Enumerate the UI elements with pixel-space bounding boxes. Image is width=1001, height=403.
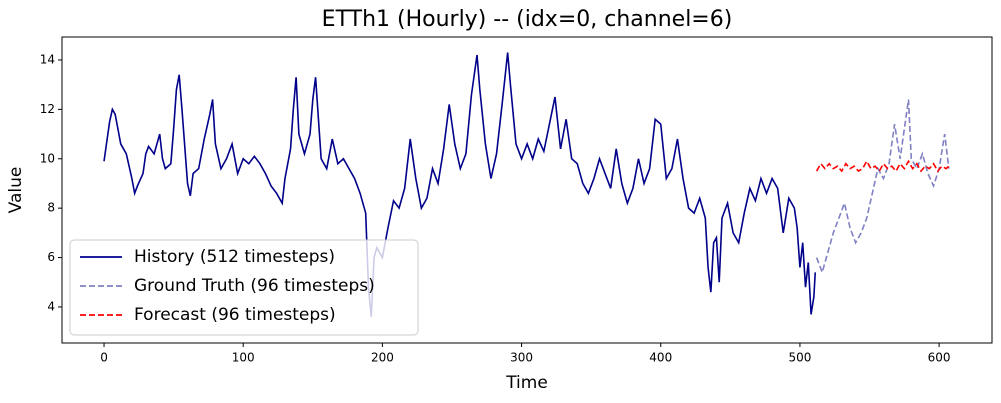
legend-label: Forecast (96 timesteps) xyxy=(134,305,336,325)
y-tick-label: 4 xyxy=(47,299,55,313)
legend-label: History (512 timesteps) xyxy=(134,247,335,267)
y-tick-label: 12 xyxy=(40,102,55,116)
x-tick-label: 0 xyxy=(100,351,108,365)
legend-label: Ground Truth (96 timesteps) xyxy=(134,276,375,296)
y-tick-label: 10 xyxy=(40,151,55,165)
plot-frame xyxy=(61,36,993,344)
chart-title: ETTh1 (Hourly) -- (idx=0, channel=6) xyxy=(322,7,733,32)
x-tick-label: 500 xyxy=(788,351,811,365)
y-tick-label: 14 xyxy=(40,52,55,66)
plot-area xyxy=(103,52,950,317)
y-axis-label: Value xyxy=(6,167,26,214)
x-axis-label: Time xyxy=(505,373,548,393)
series-line xyxy=(815,99,950,275)
x-tick-label: 300 xyxy=(510,351,533,365)
x-tick-label: 100 xyxy=(232,351,255,365)
legend-box xyxy=(69,239,419,336)
y-tick-label: 8 xyxy=(47,201,55,215)
series-line xyxy=(103,52,817,317)
x-tick-label: 600 xyxy=(928,351,951,365)
x-tick-label: 200 xyxy=(371,351,394,365)
y-tick-label: 6 xyxy=(47,250,55,264)
legend: History (512 timesteps) Ground Truth (96 … xyxy=(69,239,419,336)
series-line xyxy=(815,159,950,173)
x-tick-label: 400 xyxy=(649,351,672,365)
